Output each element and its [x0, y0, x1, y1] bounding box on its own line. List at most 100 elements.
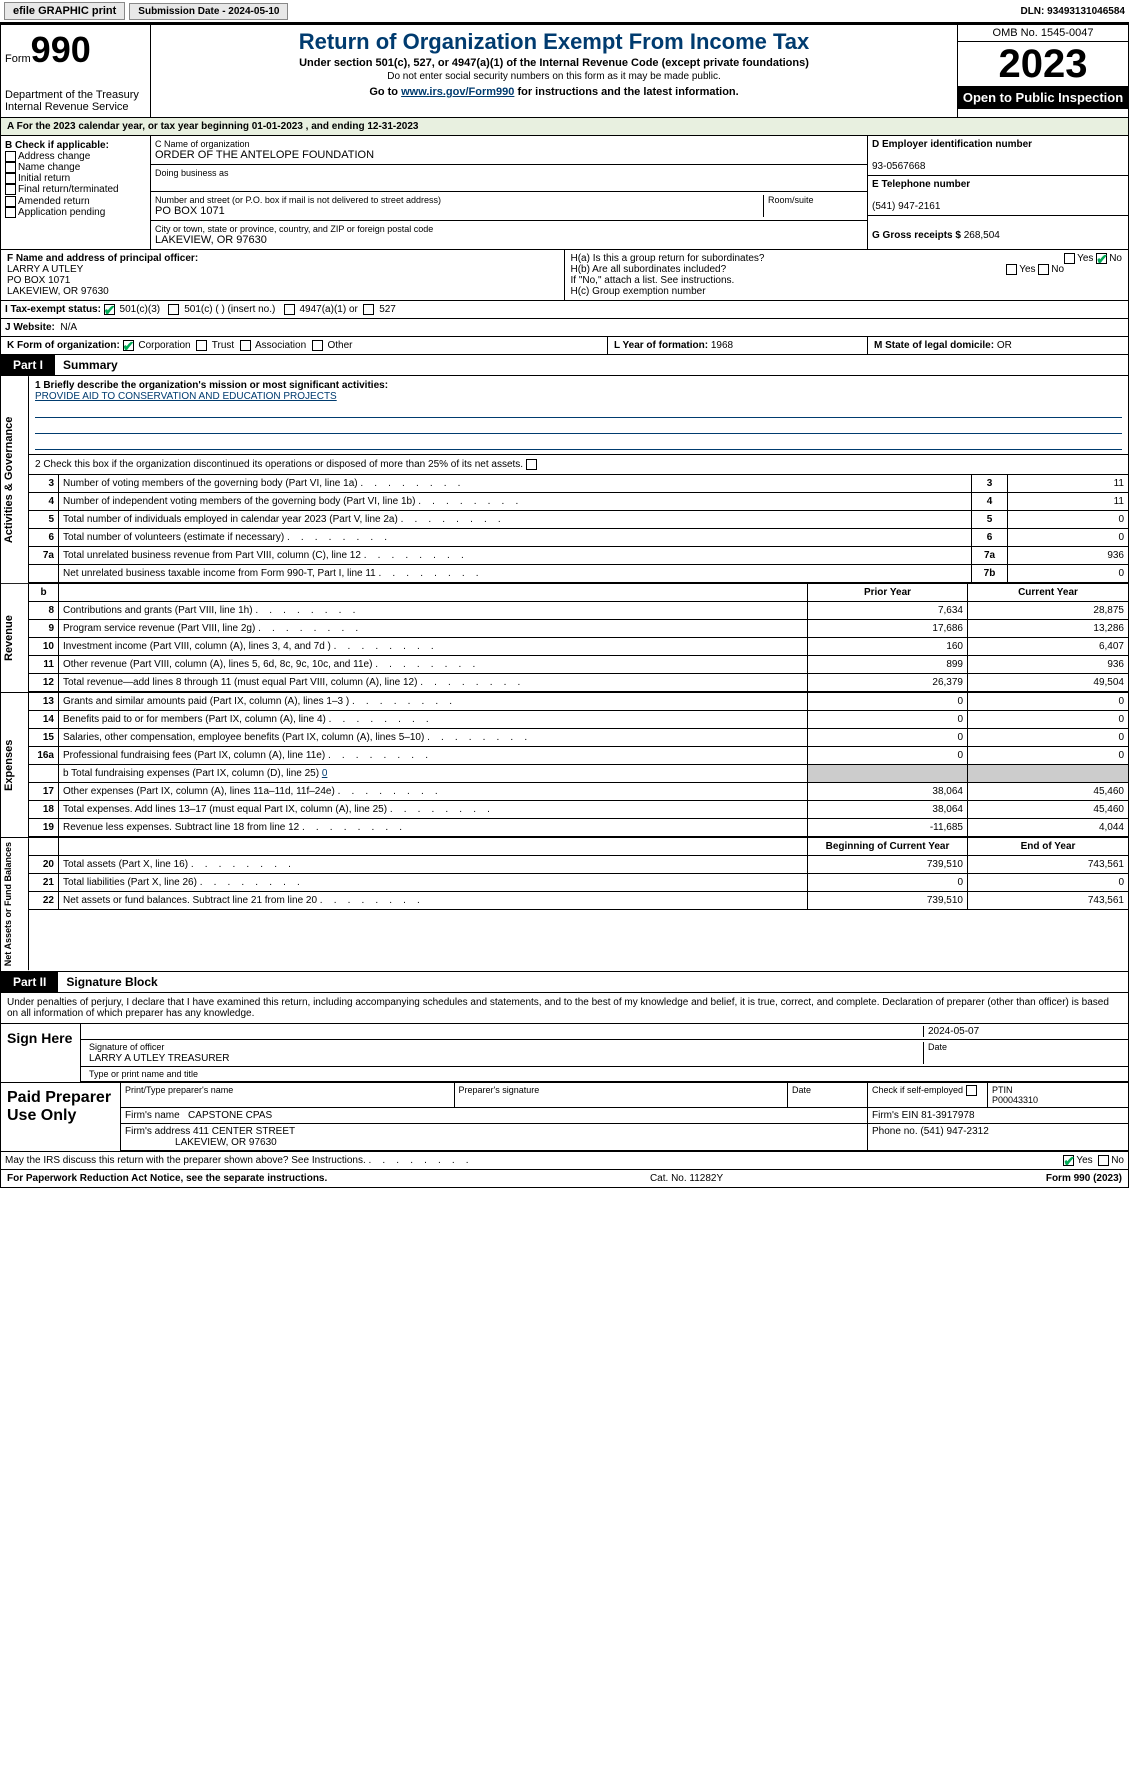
- row-num: 3: [29, 475, 59, 492]
- row-text: Professional fundraising fees (Part IX, …: [59, 747, 808, 764]
- chk-discuss-no[interactable]: [1098, 1155, 1109, 1166]
- curr-val: 4,044: [968, 819, 1128, 836]
- type-name-label: Type or print name and title: [85, 1069, 1124, 1079]
- website: N/A: [60, 322, 77, 333]
- chk-trust[interactable]: [196, 340, 207, 351]
- chk-hb-yes[interactable]: [1006, 264, 1017, 275]
- row-num: 17: [29, 783, 59, 800]
- end-year-hdr: End of Year: [968, 838, 1128, 855]
- section-bcd: B Check if applicable: Address change Na…: [0, 136, 1129, 250]
- row-num: 10: [29, 638, 59, 655]
- curr-val: 743,561: [968, 856, 1128, 873]
- print-name-label: Print/Type preparer's name: [121, 1083, 455, 1107]
- part1-tag: Part I: [1, 355, 55, 375]
- row-num: [29, 565, 59, 582]
- form-number: 990: [31, 29, 91, 70]
- row-ref: 4: [972, 493, 1008, 510]
- row-text: Salaries, other compensation, employee b…: [59, 729, 808, 746]
- prior-val: -11,685: [808, 819, 968, 836]
- ein: 93-0567668: [872, 161, 925, 172]
- chk-ha-yes[interactable]: [1064, 253, 1075, 264]
- ptin: P00043310: [992, 1095, 1038, 1105]
- officer-addr1: PO BOX 1071: [7, 275, 70, 286]
- j-label: J Website:: [5, 322, 55, 333]
- form-label: Form: [5, 53, 31, 65]
- row-num: 21: [29, 874, 59, 891]
- f-label: F Name and address of principal officer:: [7, 253, 198, 264]
- paid-side: Paid Preparer Use Only: [1, 1083, 121, 1151]
- chk-address-change[interactable]: [5, 151, 16, 162]
- chk-assoc[interactable]: [240, 340, 251, 351]
- row-num: 12: [29, 674, 59, 691]
- curr-val: 743,561: [968, 892, 1128, 909]
- street: PO BOX 1071: [155, 205, 225, 217]
- chk-final-return[interactable]: [5, 184, 16, 195]
- row-text: Total number of volunteers (estimate if …: [59, 529, 972, 546]
- irs-link[interactable]: www.irs.gov/Form990: [401, 86, 514, 98]
- gross-receipts: 268,504: [964, 230, 1000, 241]
- chk-hb-no[interactable]: [1038, 264, 1049, 275]
- chk-corp[interactable]: [123, 340, 134, 351]
- chk-app-pending[interactable]: [5, 207, 16, 218]
- row-num: 7a: [29, 547, 59, 564]
- prior-val: 26,379: [808, 674, 968, 691]
- row-text: Total liabilities (Part X, line 26): [59, 874, 808, 891]
- chk-initial-return[interactable]: [5, 173, 16, 184]
- row-text: Benefits paid to or for members (Part IX…: [59, 711, 808, 728]
- row-text: Total number of individuals employed in …: [59, 511, 972, 528]
- chk-discontinued[interactable]: [526, 459, 537, 470]
- summary-revenue: Revenue bPrior YearCurrent Year 8Contrib…: [0, 584, 1129, 693]
- top-bar: efile GRAPHIC print Submission Date - 20…: [0, 0, 1129, 24]
- city-label: City or town, state or province, country…: [155, 224, 433, 234]
- subtitle-2: Do not enter social security numbers on …: [155, 71, 953, 82]
- row-val: 0: [1008, 529, 1128, 546]
- row-num: 6: [29, 529, 59, 546]
- city: LAKEVIEW, OR 97630: [155, 234, 267, 246]
- irs-label: Internal Revenue Service: [5, 101, 146, 113]
- org-name: ORDER OF THE ANTELOPE FOUNDATION: [155, 149, 374, 161]
- curr-val: 0: [968, 729, 1128, 746]
- chk-name-change[interactable]: [5, 162, 16, 173]
- officer-sig: LARRY A UTLEY TREASURER: [89, 1053, 229, 1064]
- row-text: Net assets or fund balances. Subtract li…: [59, 892, 808, 909]
- officer-name: LARRY A UTLEY: [7, 264, 83, 275]
- l-label: L Year of formation:: [614, 340, 708, 351]
- chk-discuss-yes[interactable]: [1063, 1155, 1074, 1166]
- row-num: 8: [29, 602, 59, 619]
- row-num: 22: [29, 892, 59, 909]
- curr-val: 49,504: [968, 674, 1128, 691]
- part1-title: Summary: [55, 355, 126, 375]
- chk-ha-no[interactable]: [1096, 253, 1107, 264]
- prior-val: 160: [808, 638, 968, 655]
- row-num: 11: [29, 656, 59, 673]
- chk-amended[interactable]: [5, 196, 16, 207]
- self-emp-label: Check if self-employed: [872, 1085, 963, 1095]
- prior-val: 0: [808, 747, 968, 764]
- paid-date-label: Date: [788, 1083, 868, 1107]
- summary-governance: Activities & Governance 1 Briefly descri…: [0, 376, 1129, 584]
- row-text: Revenue less expenses. Subtract line 18 …: [59, 819, 808, 836]
- sig-officer-label: Signature of officer: [89, 1042, 164, 1052]
- row-ref: 3: [972, 475, 1008, 492]
- chk-4947[interactable]: [284, 304, 295, 315]
- k-label: K Form of organization:: [7, 340, 120, 351]
- curr-val: 13,286: [968, 620, 1128, 637]
- chk-self-employed[interactable]: [966, 1085, 977, 1096]
- part2-tag: Part II: [1, 972, 58, 992]
- chk-other[interactable]: [312, 340, 323, 351]
- l16b-num: [29, 765, 59, 782]
- dln: DLN: 93493131046584: [1020, 6, 1125, 17]
- chk-501c[interactable]: [168, 304, 179, 315]
- row-text: Grants and similar amounts paid (Part IX…: [59, 693, 808, 710]
- chk-527[interactable]: [363, 304, 374, 315]
- firm-ein-label: Firm's EIN: [872, 1110, 918, 1121]
- underline: [35, 404, 1122, 418]
- efile-print-button[interactable]: efile GRAPHIC print: [4, 2, 125, 20]
- row-text: Other revenue (Part VIII, column (A), li…: [59, 656, 808, 673]
- curr-year-hdr: Current Year: [968, 584, 1128, 601]
- subtitle-1: Under section 501(c), 527, or 4947(a)(1)…: [155, 57, 953, 69]
- c-name-label: C Name of organization: [155, 139, 250, 149]
- row-val: 0: [1008, 565, 1128, 582]
- hb-label: H(b) Are all subordinates included?: [571, 264, 727, 275]
- chk-501c3[interactable]: [104, 304, 115, 315]
